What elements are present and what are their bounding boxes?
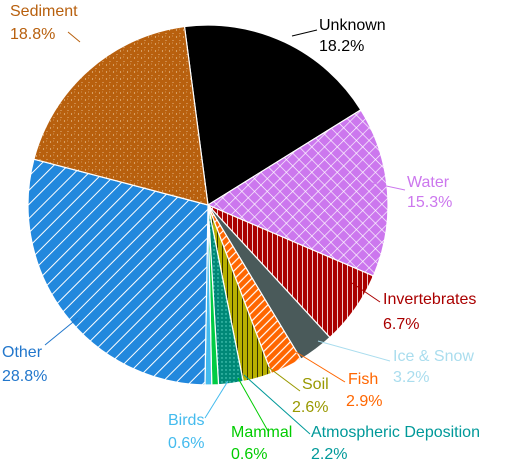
- pie-slices: [27, 24, 389, 386]
- pie-slice-sediment: [33, 25, 209, 206]
- leader-line-sediment: [67, 31, 81, 43]
- leader-line-unknown: [291, 29, 318, 37]
- leader-line-mammal: [237, 377, 269, 432]
- slice-pct-soil: 2.6%: [292, 399, 328, 416]
- label-unknown: Unknown 18.2%: [319, 17, 386, 55]
- slice-pct-water: 15.3%: [407, 194, 452, 211]
- slice-pct-fish: 2.9%: [346, 393, 382, 410]
- leader-line-birds: [204, 380, 229, 419]
- slice-label-mammal: Mammal: [231, 424, 292, 441]
- pie-slice-unknown: [183, 24, 362, 207]
- slice-label-fish: Fish: [348, 371, 378, 388]
- slice-pct-unknown: 18.2%: [319, 38, 364, 55]
- label-sediment: Sediment 18.8%: [10, 3, 78, 43]
- slice-pct-mammal: 0.6%: [231, 446, 267, 463]
- slice-label-other: Other: [2, 344, 43, 361]
- slice-pct-birds: 0.6%: [168, 435, 204, 452]
- leader-line-soil: [267, 366, 301, 392]
- leader-line-water: [371, 182, 406, 191]
- slice-pct-atmospheric-deposition: 2.2%: [311, 446, 347, 463]
- slice-label-soil: Soil: [302, 376, 329, 393]
- slice-label-water: Water: [407, 174, 450, 191]
- slice-pct-sediment: 18.8%: [10, 26, 55, 43]
- leader-line-fish: [295, 351, 346, 383]
- slice-pct-ice-snow: 3.2%: [393, 369, 429, 386]
- label-birds: Birds 0.6%: [168, 412, 204, 452]
- label-atmospheric-deposition: Atmospheric Deposition 2.2%: [311, 424, 480, 463]
- label-mammal: Mammal 0.6%: [231, 424, 292, 463]
- leader-line-other: [44, 317, 79, 346]
- label-other: Other 28.8%: [2, 344, 47, 385]
- label-fish: Fish 2.9%: [346, 371, 382, 410]
- leader-line-invertebrates: [351, 282, 381, 303]
- slice-label-birds: Birds: [168, 412, 204, 429]
- leader-line-ice-snow: [317, 340, 391, 362]
- leader-line-atmospheric-deposition: [243, 374, 311, 435]
- label-ice-snow: Ice & Snow 3.2%: [393, 348, 474, 386]
- label-water: Water 15.3%: [407, 174, 452, 211]
- slice-label-atmospheric-deposition: Atmospheric Deposition: [311, 424, 480, 441]
- pie-slice-other: [27, 158, 209, 386]
- slice-pct-other: 28.8%: [2, 368, 47, 385]
- slice-label-unknown: Unknown: [319, 17, 386, 34]
- slice-label-ice-snow: Ice & Snow: [393, 348, 474, 365]
- label-soil: Soil 2.6%: [292, 376, 329, 416]
- slice-label-invertebrates: Invertebrates: [383, 291, 476, 308]
- leader-lines: [44, 29, 406, 435]
- label-invertebrates: Invertebrates 6.7%: [383, 291, 476, 333]
- slice-label-sediment: Sediment: [10, 3, 78, 20]
- pie-slice-water: [206, 109, 389, 277]
- slice-pct-invertebrates: 6.7%: [383, 316, 419, 333]
